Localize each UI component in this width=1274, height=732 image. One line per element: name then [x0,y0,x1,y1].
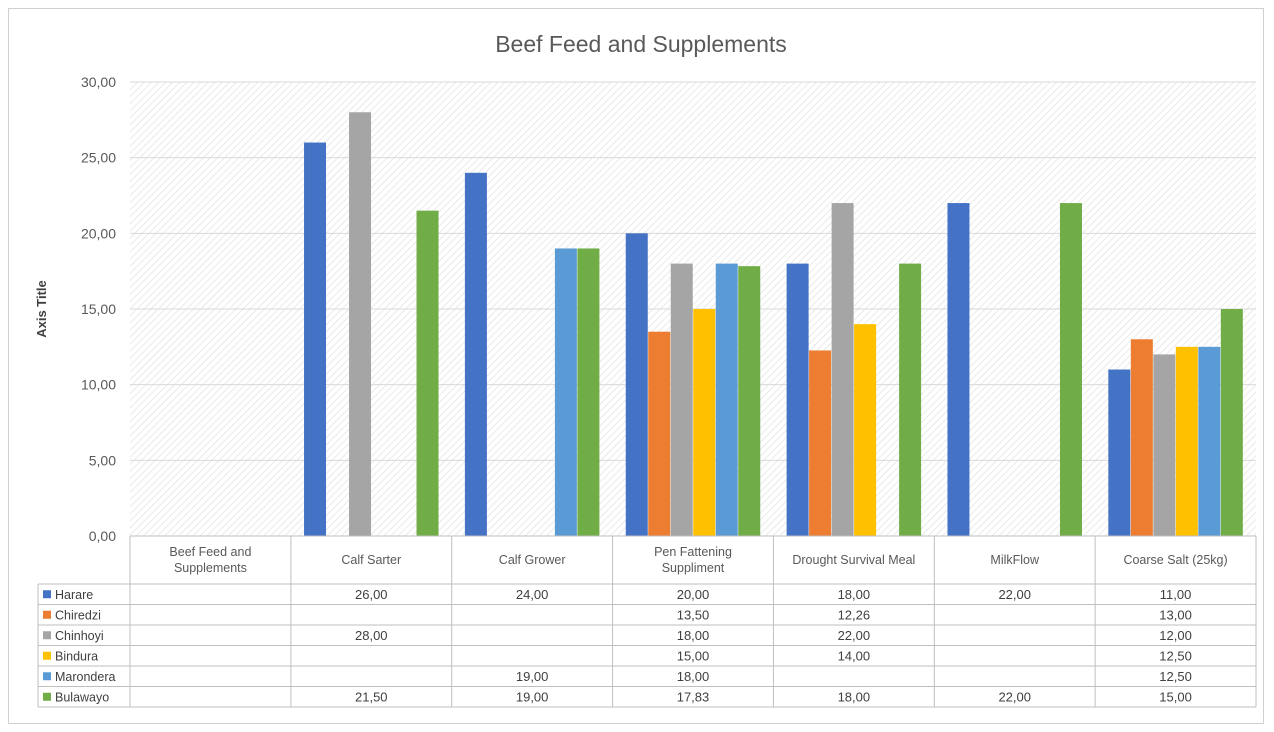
data-label: 22,00 [998,587,1031,602]
series-name: Bindura [55,649,98,663]
bar-bulawayo [416,210,439,536]
data-label: 13,50 [677,607,710,622]
y-tick-label: 10,00 [81,377,116,393]
data-label: 24,00 [516,587,549,602]
bar-bulawayo [899,263,922,536]
y-tick-label: 5,00 [89,452,116,468]
data-label: 17,83 [677,689,710,704]
bar-harare [1108,369,1131,536]
data-label: 19,00 [516,669,549,684]
bar-marondera [1198,346,1221,536]
bar-harare [625,233,648,537]
category-label: Pen Fattening Suppliment [654,545,732,575]
category-label: Calf Grower [499,553,566,567]
data-label: 21,50 [355,689,388,704]
legend-key-chinhoyi [43,631,51,640]
bar-harare [786,263,809,536]
legend-key-chiredzi [43,610,51,619]
data-table: Beef Feed and Supplements Calf Sarter Calf … [37,535,1257,708]
data-label: 18,00 [838,587,871,602]
category-label: Calf Sarter [341,553,401,567]
legend-key-bulawayo [43,692,51,701]
series-name: Harare [55,588,93,602]
series-name: Marondera [55,670,115,684]
bar-chiredzi [648,331,671,536]
data-label: 12,50 [1159,648,1192,663]
data-label: 26,00 [355,587,388,602]
data-label: 20,00 [677,587,710,602]
bar-marondera [715,263,738,536]
category-label: Beef Feed and Supplements [169,545,251,575]
bars [304,112,1243,537]
bar-bulawayo [1059,203,1082,537]
data-label: 15,00 [1159,689,1192,704]
y-tick-label: 30,00 [81,74,116,90]
y-axis-title: Axis Title [34,280,49,338]
bar-marondera [554,248,577,536]
bar-chinhoyi [1153,354,1176,536]
bar-harare [304,142,327,537]
bar-bindura [854,324,877,536]
data-label: 14,00 [838,648,871,663]
data-label: 12,00 [1159,628,1192,643]
data-label: 18,00 [838,689,871,704]
bar-bindura [693,309,716,536]
data-label: 11,00 [1160,587,1192,602]
y-tick-label: 20,00 [81,225,116,241]
data-label: 22,00 [998,689,1031,704]
bar-chiredzi [1130,339,1153,536]
series-name: Bulawayo [55,690,109,704]
data-label: 28,00 [355,628,388,643]
data-label: 18,00 [677,628,710,643]
bar-bulawayo [738,266,761,536]
bar-bulawayo [577,248,600,536]
y-axis-ticks: 0,00 5,00 10,00 15,00 20,00 25,00 30,00 [81,74,116,544]
bar-chinhoyi [349,112,372,537]
legend-key-bindura [43,651,51,660]
data-label: 13,00 [1159,607,1192,622]
category-label: MilkFlow [990,553,1040,567]
bar-harare [947,203,970,537]
data-label: 18,00 [677,669,710,684]
y-tick-label: 0,00 [89,528,116,544]
series-name: Chinhoyi [55,629,104,643]
bar-harare [464,172,487,537]
data-label: 12,26 [838,607,871,622]
series-name: Chiredzi [55,608,101,622]
data-label: 15,00 [677,648,710,663]
chart-title: Beef Feed and Supplements [495,31,787,57]
category-label: Coarse Salt (25kg) [1123,553,1227,567]
data-label: 22,00 [838,628,871,643]
bar-chinhoyi [670,263,693,536]
y-tick-label: 25,00 [81,150,116,166]
data-label: 19,00 [516,689,549,704]
category-label: Drought Survival Meal [792,553,915,567]
y-tick-label: 15,00 [81,301,116,317]
data-label: 12,50 [1159,669,1192,684]
legend-key-marondera [43,672,51,681]
bar-bindura [1175,346,1198,536]
bar-chinhoyi [831,203,854,537]
legend-key-harare [43,590,51,599]
bar-chiredzi [809,350,832,536]
bar-bulawayo [1220,309,1243,536]
